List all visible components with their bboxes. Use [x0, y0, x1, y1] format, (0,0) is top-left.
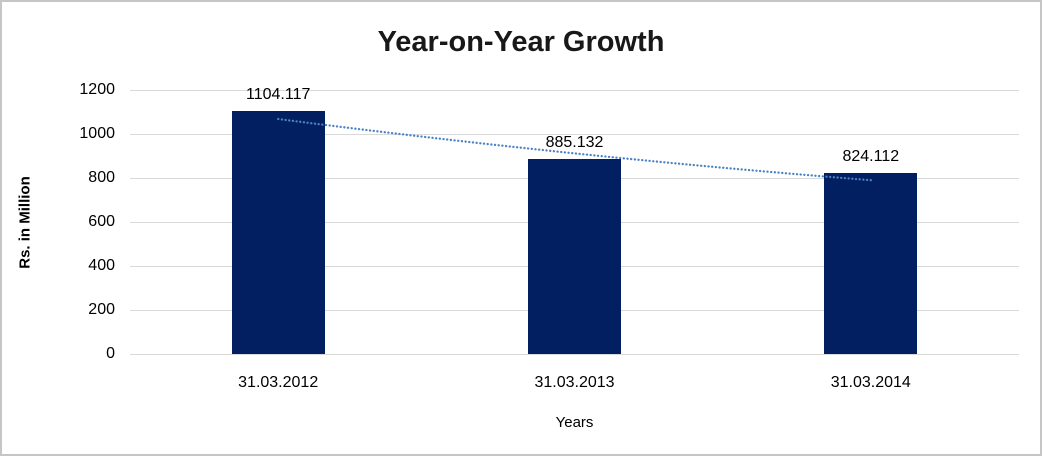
- y-tick-label: 0: [106, 345, 115, 362]
- data-label: 824.112: [842, 147, 900, 165]
- x-axis-title: Years: [555, 414, 594, 431]
- y-tick-label: 400: [88, 257, 115, 274]
- y-tick-label: 600: [88, 213, 115, 230]
- x-tick-label: 31.03.2013: [534, 374, 615, 391]
- y-tick-label: 1000: [79, 125, 115, 142]
- chart-title: Year-on-Year Growth: [377, 26, 665, 58]
- bar-31.03.2012: [231, 111, 325, 354]
- y-tick-label: 200: [88, 301, 115, 318]
- data-label: 885.132: [545, 134, 604, 152]
- data-label: 1104.117: [246, 86, 311, 104]
- y-tick-label: 1200: [79, 81, 115, 98]
- x-tick-label: 31.03.2014: [830, 374, 911, 391]
- gridline: [130, 90, 1019, 91]
- x-tick-label: 31.03.2012: [238, 374, 319, 391]
- y-axis-title: Rs. in Million: [16, 176, 34, 269]
- y-tick-label: 800: [88, 169, 115, 186]
- gridline: [130, 354, 1019, 355]
- bar-31.03.2013: [528, 159, 621, 354]
- bar-31.03.2014: [824, 172, 918, 354]
